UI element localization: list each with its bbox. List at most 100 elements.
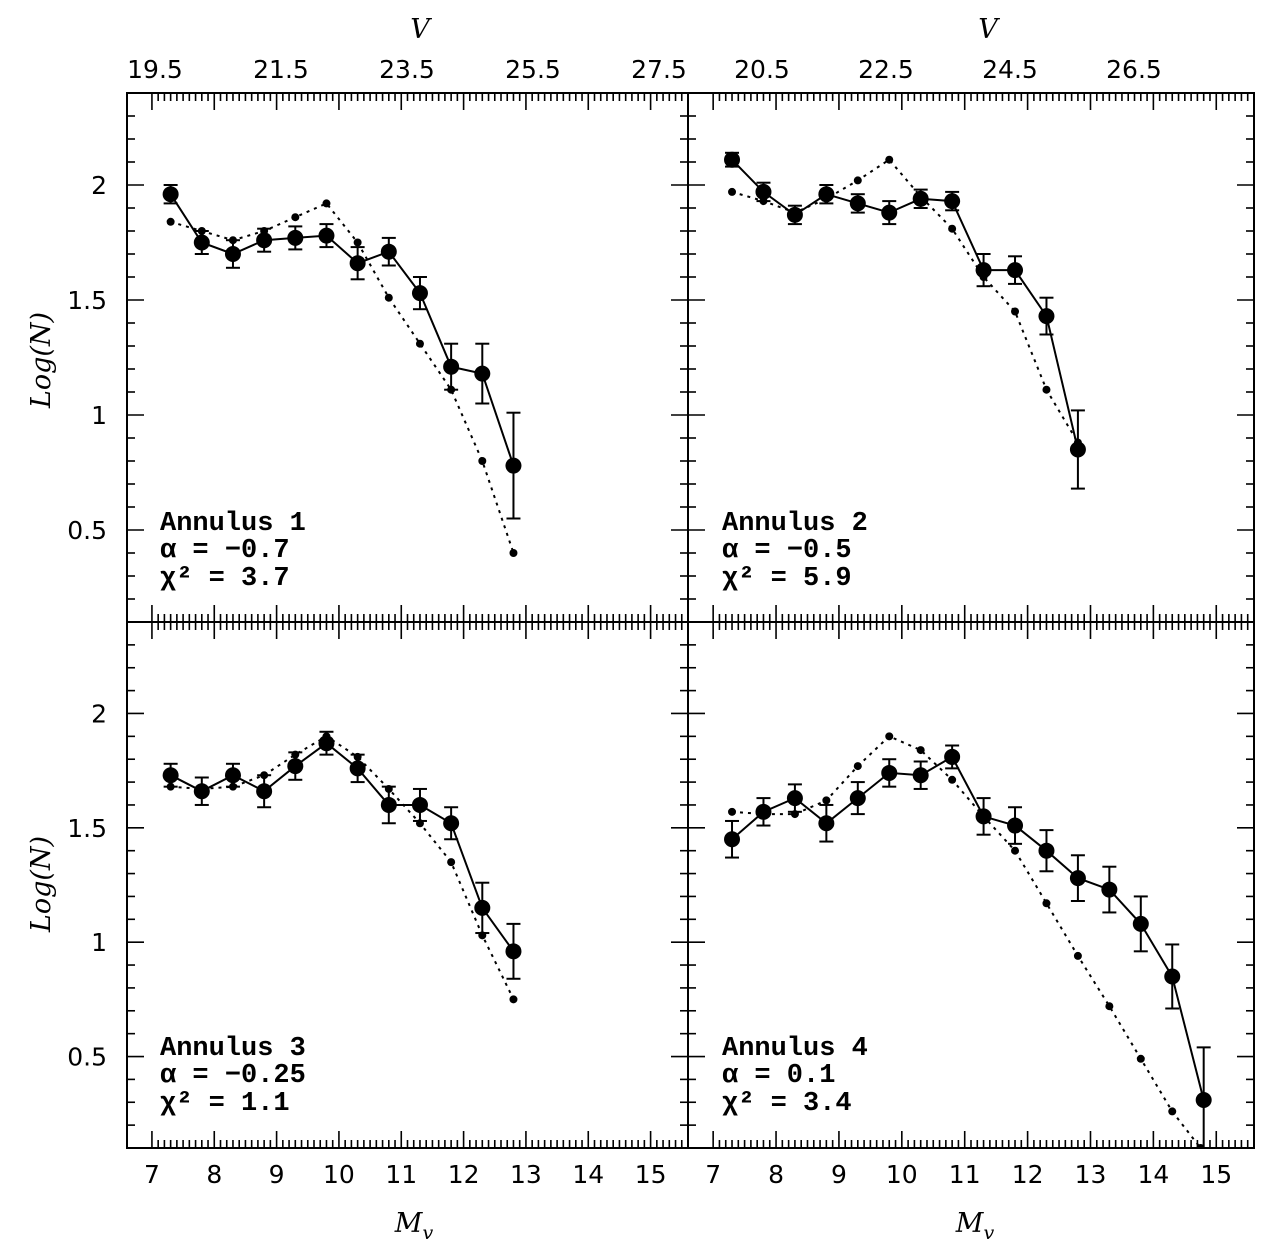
top-tick-label: 26.5 <box>1106 55 1162 84</box>
y-tick-label: 0.5 <box>67 1043 107 1072</box>
model-point <box>197 784 206 793</box>
observed-point <box>912 767 929 784</box>
observed-point <box>1007 817 1024 834</box>
observed-point <box>724 831 741 848</box>
top-tick-label: 22.5 <box>858 55 914 84</box>
observed-point <box>380 796 397 813</box>
model-point <box>478 457 487 465</box>
model-point <box>384 293 393 302</box>
data-layer <box>724 732 1212 1148</box>
tick-marks <box>688 621 1255 1148</box>
observed-point <box>318 735 335 752</box>
observed-point <box>224 767 241 784</box>
chi2-label: χ² = 1.1 <box>160 1089 290 1119</box>
observed-point <box>411 796 428 813</box>
x-tick-label: 9 <box>831 1160 847 1189</box>
observed-point <box>1038 308 1055 325</box>
model-point <box>916 192 925 201</box>
model-point <box>384 784 393 793</box>
model-point <box>759 810 768 819</box>
observed-point <box>818 815 835 832</box>
model-point <box>291 213 300 222</box>
model-point <box>415 339 424 348</box>
observed-point <box>1101 881 1118 898</box>
x-tick-label: 8 <box>768 1160 784 1189</box>
observed-point <box>380 243 397 260</box>
x-tick-label: 15 <box>1200 1160 1232 1189</box>
model-point <box>1011 307 1020 316</box>
observed-point <box>256 232 273 249</box>
x-axis-label: Mv <box>394 1208 434 1244</box>
observed-point <box>411 285 428 302</box>
alpha-label: α = −0.5 <box>722 536 852 566</box>
model-point <box>728 807 737 816</box>
model-point <box>853 176 862 185</box>
observed-point <box>224 246 241 262</box>
y-tick-label: 1 <box>91 401 107 430</box>
alpha-label: α = −0.25 <box>160 1061 306 1091</box>
model-point <box>853 762 862 771</box>
chi2-label: χ² = 3.4 <box>722 1089 852 1119</box>
top-tick-label: 21.5 <box>253 55 309 84</box>
model-point <box>1073 951 1082 960</box>
model-point <box>1168 1107 1177 1116</box>
data-layer <box>724 151 1086 490</box>
model-point <box>728 187 737 196</box>
observed-point <box>786 790 803 807</box>
x-tick-label: 14 <box>572 1160 604 1189</box>
model-point <box>916 746 925 755</box>
x-tick-label: 15 <box>635 1160 667 1189</box>
observed-point <box>256 783 273 800</box>
observed-point <box>755 183 772 200</box>
observed-point <box>1038 842 1055 859</box>
observed-point <box>975 262 992 279</box>
observed-point <box>474 365 491 382</box>
model-point <box>260 771 269 780</box>
y-tick-label: 1 <box>91 928 107 957</box>
model-line <box>170 735 515 1000</box>
observed-line <box>169 193 515 466</box>
observed-point <box>881 204 898 221</box>
observed-point <box>318 227 335 244</box>
observed-point <box>724 151 741 168</box>
model-point <box>1042 899 1051 908</box>
alpha-label: α = −0.7 <box>160 536 290 566</box>
model-point <box>166 782 175 791</box>
x-tick-label: 7 <box>144 1160 160 1189</box>
top-axis-label: V <box>978 14 1000 45</box>
observed-point <box>944 748 961 765</box>
model-line <box>731 158 1079 444</box>
model-point <box>260 227 269 235</box>
observed-point <box>474 899 491 916</box>
chi2-label: χ² = 3.7 <box>160 564 290 594</box>
model-point <box>979 273 988 281</box>
observed-point <box>1069 441 1086 458</box>
model-point <box>1042 385 1051 394</box>
y-tick-label: 2 <box>91 699 107 728</box>
tick-marks <box>688 92 1255 622</box>
model-point <box>759 197 768 206</box>
observed-point <box>162 767 179 784</box>
observed-point <box>881 764 898 781</box>
model-line <box>731 735 1202 1148</box>
observed-point <box>818 186 835 203</box>
model-point <box>447 385 456 394</box>
model-point <box>291 750 300 759</box>
model-point <box>166 217 175 226</box>
x-tick-label: 8 <box>206 1160 222 1189</box>
y-tick-label: 1.5 <box>67 814 107 843</box>
y-tick-label: 2 <box>91 171 107 200</box>
model-point <box>509 549 518 557</box>
observed-line <box>170 741 515 952</box>
observed-point <box>162 186 179 203</box>
y-tick-label: 0.5 <box>67 516 107 545</box>
model-point <box>228 236 237 245</box>
annulus-label: Annulus 1 <box>160 509 306 539</box>
observed-point <box>1007 262 1024 279</box>
x-tick-label: 9 <box>269 1160 285 1189</box>
observed-point <box>505 457 522 474</box>
x-tick-label: 12 <box>448 1160 480 1189</box>
top-tick-label: 24.5 <box>982 55 1038 84</box>
x-tick-label: 10 <box>323 1160 355 1189</box>
